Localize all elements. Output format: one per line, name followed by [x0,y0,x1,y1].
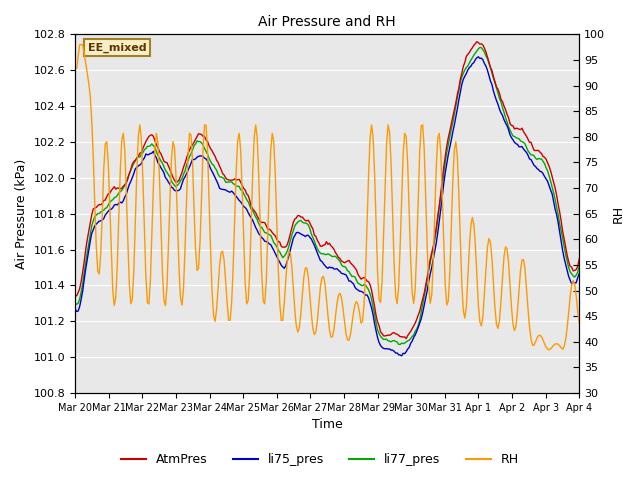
Text: EE_mixed: EE_mixed [88,42,147,53]
Y-axis label: RH: RH [612,204,625,223]
Y-axis label: Air Pressure (kPa): Air Pressure (kPa) [15,158,28,269]
Legend: AtmPres, li75_pres, li77_pres, RH: AtmPres, li75_pres, li77_pres, RH [116,448,524,471]
X-axis label: Time: Time [312,419,342,432]
Title: Air Pressure and RH: Air Pressure and RH [259,15,396,29]
